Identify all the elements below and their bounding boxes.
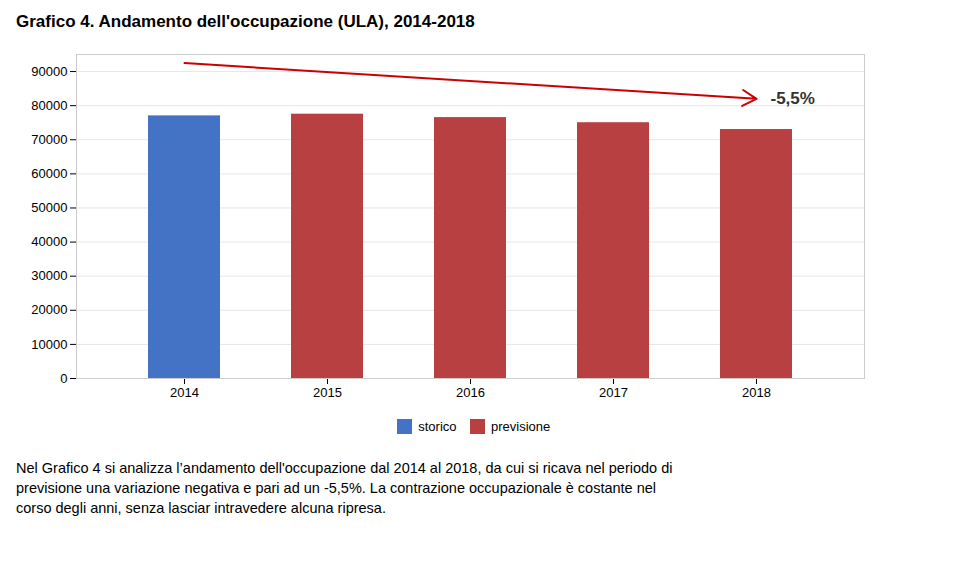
svg-text:2018: 2018 (742, 385, 771, 400)
html-text:corso degli anni, senza lascia: corso degli anni, senza lasciar intraved… (16, 499, 386, 516)
html-text:previsione una variazione nega: previsione una variazione negativa e par… (16, 479, 656, 496)
svg-text:2014: 2014 (170, 385, 199, 400)
html-text:Grafico 4. Andamento dell'occu: Grafico 4. Andamento dell'occupazione (U… (16, 12, 475, 31)
svg-text:70000: 70000 (31, 132, 67, 147)
svg-text:10000: 10000 (31, 337, 67, 352)
svg-text:90000: 90000 (31, 64, 67, 79)
svg-text:-5,5%: -5,5% (771, 89, 815, 108)
html-text:storico: storico (418, 419, 457, 434)
html-text:previsione: previsione (491, 419, 551, 434)
svg-text:40000: 40000 (31, 234, 67, 249)
svg-text:30000: 30000 (31, 268, 67, 283)
svg-text:2017: 2017 (599, 385, 628, 400)
svg-text:0: 0 (60, 371, 67, 386)
svg-text:20000: 20000 (31, 302, 67, 317)
svg-text:2016: 2016 (456, 385, 485, 400)
svg-text:50000: 50000 (31, 200, 67, 215)
html-text:Nel Grafico 4 si analizza l’an: Nel Grafico 4 si analizza l’andamento de… (16, 459, 673, 476)
svg-text:60000: 60000 (31, 166, 67, 181)
svg-text:2015: 2015 (313, 385, 342, 400)
svg-text:80000: 80000 (31, 98, 67, 113)
